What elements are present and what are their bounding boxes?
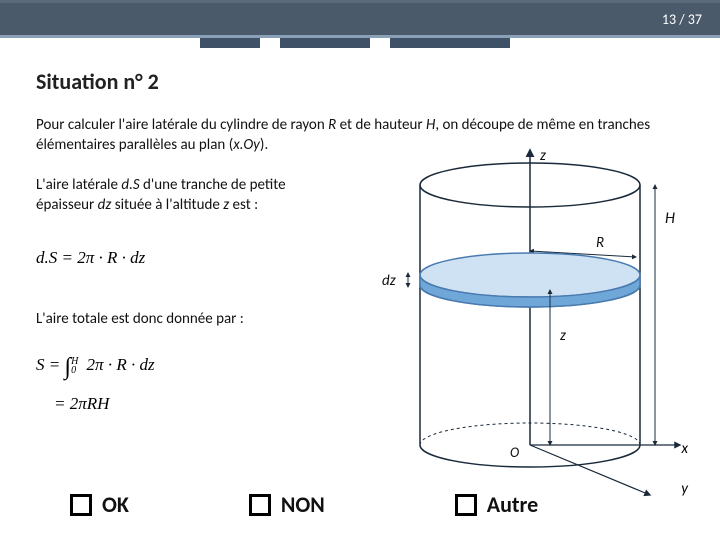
formula-S: S = ∫H0 2π · R · dz = 2πRH <box>36 346 155 416</box>
option-ok[interactable]: OK <box>70 491 129 518</box>
intro-post: ). <box>260 136 268 154</box>
p1-dS: d.S <box>121 176 139 194</box>
option-non-label: NON <box>281 491 325 518</box>
checkbox-icon[interactable] <box>455 494 477 516</box>
paragraph-1: L'aire latérale d.S d'une tranche de pet… <box>36 176 296 215</box>
paragraph-2: L'aire totale est donc donnée par : <box>36 310 296 328</box>
label-z-mid: z <box>560 327 566 345</box>
cylinder-bottom-front <box>420 445 640 467</box>
options-row: OK NON Autre <box>0 491 720 518</box>
option-non[interactable]: NON <box>249 491 325 518</box>
f2-pre: S = <box>36 355 64 374</box>
f2-lower: 0 <box>71 366 78 375</box>
option-autre-label: Autre <box>487 491 538 518</box>
header-accent-blocks <box>0 38 720 50</box>
p1-post: est : <box>229 196 258 214</box>
y-axis <box>530 445 650 495</box>
p1-mid2: située à l'altitude <box>111 196 223 214</box>
formula-dS: d.S = 2π · R · dz <box>36 248 145 270</box>
f2-post: 2π · R · dz <box>82 355 154 374</box>
slide-title: Situation n° 2 <box>36 68 159 95</box>
label-R: R <box>596 234 604 252</box>
label-O: O <box>510 444 519 461</box>
p1-dz: dz <box>98 196 112 214</box>
label-x: x <box>682 440 689 458</box>
intro-pre: Pour calculer l'aire latérale du cylindr… <box>36 116 328 134</box>
formula-S-line1: S = ∫H0 2π · R · dz <box>36 346 155 389</box>
label-H: H <box>665 209 675 228</box>
label-z-top: z <box>540 147 546 165</box>
page-number: 13 / 37 <box>662 11 702 28</box>
header-bar: 13 / 37 <box>0 0 720 38</box>
label-dz: dz <box>382 272 396 290</box>
checkbox-icon[interactable] <box>70 494 92 516</box>
intro-H: H <box>426 116 435 134</box>
cylinder-diagram: z H R dz z O <box>330 145 710 505</box>
checkbox-icon[interactable] <box>249 494 271 516</box>
formula-S-line2: = 2πRH <box>54 389 155 420</box>
intro-mid1: et de hauteur <box>336 116 426 134</box>
p1-pre: L'aire latérale <box>36 176 121 194</box>
intro-xOy: x.Oy <box>233 136 260 154</box>
option-autre[interactable]: Autre <box>455 491 538 518</box>
option-ok-label: OK <box>102 491 129 518</box>
